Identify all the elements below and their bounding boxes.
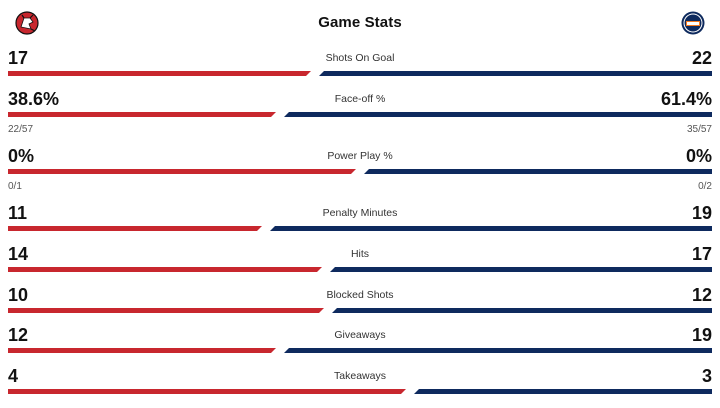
home-stat-bar bbox=[8, 348, 276, 353]
home-stat-bar bbox=[8, 308, 324, 313]
away-stat-bar bbox=[270, 226, 712, 231]
away-stat-detail: 35/57 bbox=[686, 124, 712, 135]
home-stat-value: 38.6% bbox=[8, 89, 60, 109]
stat-row: 4 Takeaways 3 bbox=[0, 366, 720, 406]
stat-label: Hits bbox=[350, 248, 370, 260]
header: Game Stats bbox=[0, 0, 720, 48]
home-stat-bar bbox=[8, 169, 356, 174]
home-stat-bar bbox=[8, 226, 262, 231]
home-stat-value: 10 bbox=[8, 285, 29, 305]
home-stat-bar bbox=[8, 71, 311, 76]
stat-label: Takeaways bbox=[334, 370, 386, 382]
page-title: Game Stats bbox=[318, 14, 402, 31]
home-stat-detail: 0/1 bbox=[8, 181, 22, 192]
home-stat-value: 4 bbox=[8, 366, 19, 386]
stat-label: Power Play % bbox=[327, 150, 393, 162]
stat-label: Giveaways bbox=[334, 329, 386, 341]
home-stat-bar bbox=[8, 112, 276, 117]
stat-row: 12 Giveaways 19 bbox=[0, 325, 720, 365]
away-stat-value: 17 bbox=[691, 244, 712, 264]
stat-label: Blocked Shots bbox=[326, 289, 394, 301]
away-stat-bar bbox=[319, 71, 712, 76]
away-stat-value: 22 bbox=[691, 48, 712, 68]
home-stat-value: 17 bbox=[8, 48, 29, 68]
devils-logo-icon bbox=[15, 11, 39, 35]
stat-row: 17 Shots On Goal 22 bbox=[0, 48, 720, 88]
away-stat-detail: 0/2 bbox=[698, 181, 712, 192]
away-stat-value: 3 bbox=[701, 366, 712, 386]
stat-label: Penalty Minutes bbox=[322, 207, 398, 219]
home-stat-value: 14 bbox=[8, 244, 29, 264]
away-stat-value: 61.4% bbox=[660, 89, 712, 109]
away-stat-bar bbox=[332, 308, 712, 313]
home-stat-value: 0% bbox=[8, 146, 35, 166]
away-stat-value: 19 bbox=[691, 325, 712, 345]
home-stat-bar bbox=[8, 267, 322, 272]
home-stat-bar bbox=[8, 389, 406, 394]
away-stat-bar bbox=[284, 112, 712, 117]
stat-row: 10 Blocked Shots 12 bbox=[0, 285, 720, 325]
away-stat-bar bbox=[330, 267, 712, 272]
stat-row: 14 Hits 17 bbox=[0, 244, 720, 284]
stat-row: 11 Penalty Minutes 19 bbox=[0, 203, 720, 243]
away-stat-value: 0% bbox=[685, 146, 712, 166]
away-stat-bar bbox=[364, 169, 712, 174]
stat-label: Face-off % bbox=[334, 93, 386, 105]
home-stat-detail: 22/57 bbox=[8, 124, 34, 135]
home-stat-value: 11 bbox=[8, 203, 28, 223]
away-stat-bar bbox=[284, 348, 712, 353]
away-stat-bar bbox=[414, 389, 712, 394]
away-stat-value: 12 bbox=[691, 285, 712, 305]
stat-label: Shots On Goal bbox=[325, 52, 395, 64]
stat-row: 0% Power Play % 0% 0/1 0/2 bbox=[0, 146, 720, 192]
stat-row: 38.6% Face-off % 61.4% 22/57 35/57 bbox=[0, 89, 720, 135]
away-stat-value: 19 bbox=[691, 203, 712, 223]
home-stat-value: 12 bbox=[8, 325, 29, 345]
oilers-logo-icon bbox=[681, 11, 705, 35]
